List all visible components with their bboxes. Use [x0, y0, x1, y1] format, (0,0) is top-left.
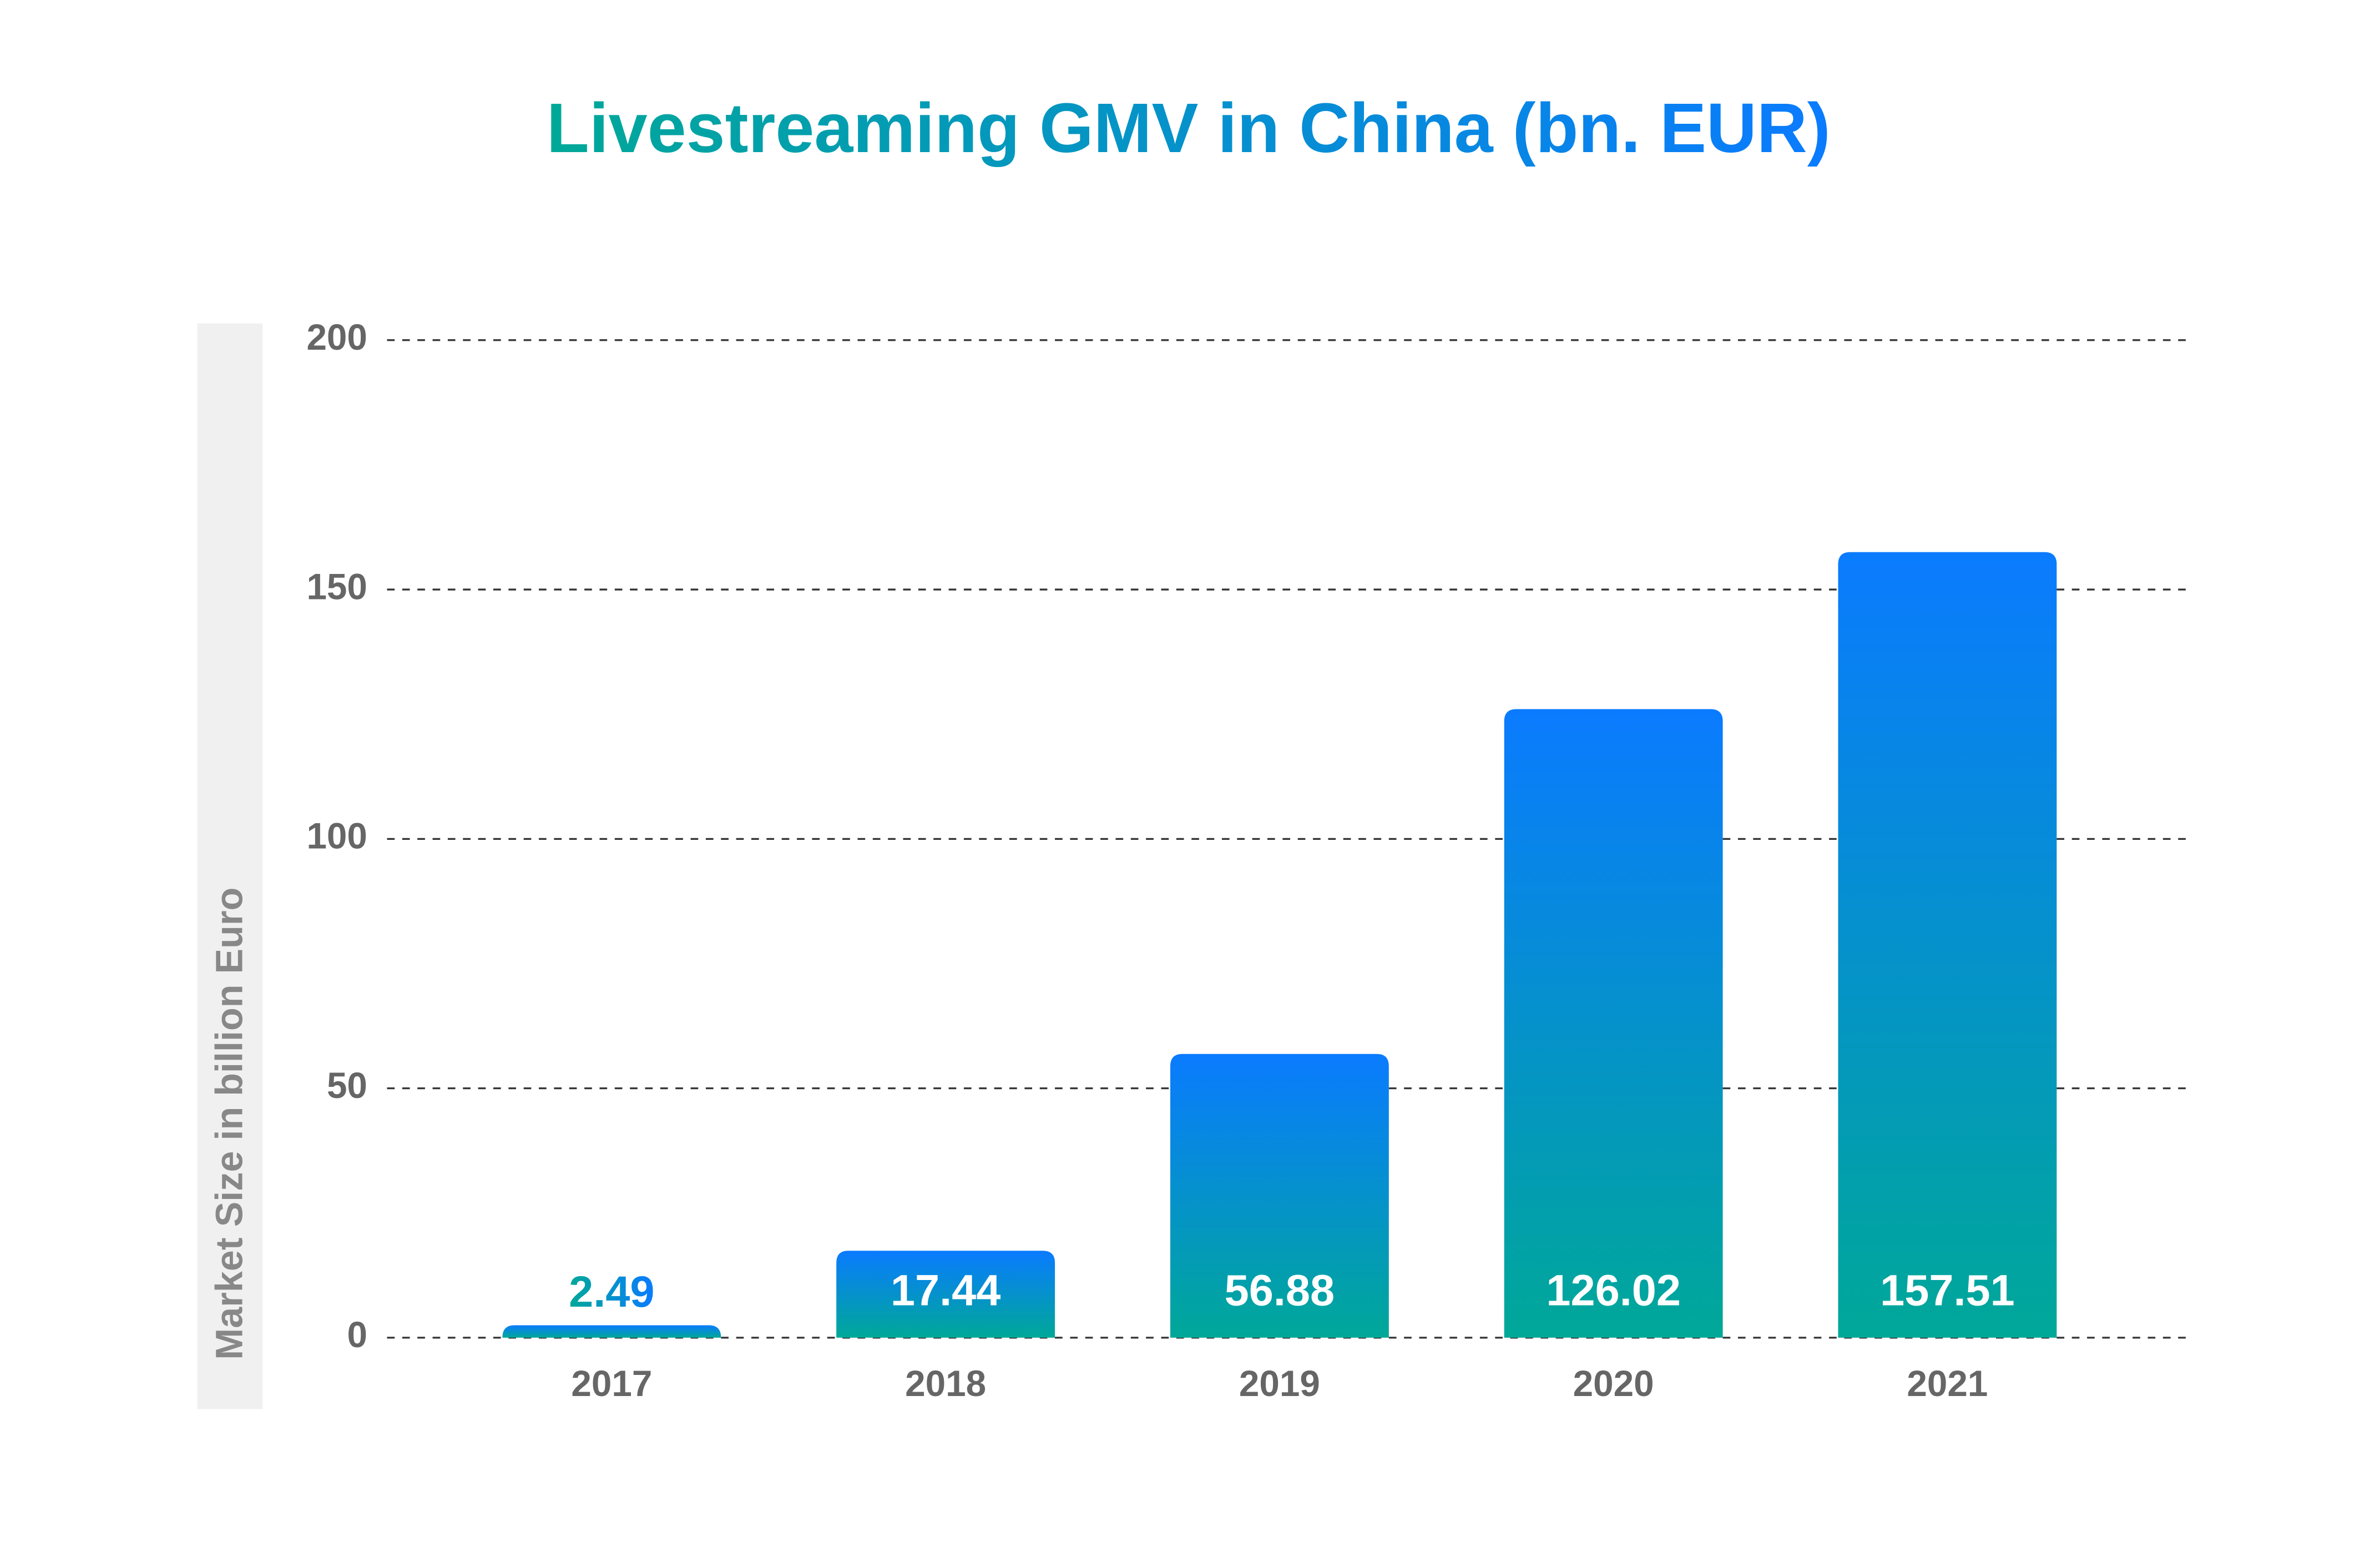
value-label: 17.44 — [891, 1266, 1000, 1315]
x-tick-label: 2020 — [1573, 1363, 1654, 1404]
x-tick-label: 2018 — [905, 1363, 986, 1404]
bar — [836, 1251, 1055, 1338]
x-tick-label: 2017 — [571, 1363, 652, 1404]
y-axis-label: Market Size in billion Euro — [209, 888, 251, 1360]
bar — [1504, 709, 1723, 1338]
bar — [1170, 1054, 1389, 1338]
y-tick-label: 0 — [347, 1314, 367, 1355]
value-label: 56.88 — [1225, 1266, 1335, 1315]
y-tick-label: 200 — [306, 317, 367, 357]
chart-title: Livestreaming GMV in China (bn. EUR) — [547, 89, 1831, 167]
bar — [502, 1325, 721, 1338]
y-tick-label: 100 — [306, 816, 367, 856]
y-tick-label: 150 — [306, 566, 367, 607]
bar — [1838, 552, 2057, 1338]
y-tick-label: 50 — [327, 1065, 367, 1106]
y-label-band — [197, 323, 263, 1409]
x-tick-label: 2021 — [1907, 1363, 1988, 1404]
value-label: 157.51 — [1880, 1266, 2015, 1315]
value-label: 126.02 — [1546, 1266, 1681, 1315]
value-label: 2.49 — [569, 1267, 654, 1316]
x-tick-label: 2019 — [1239, 1363, 1320, 1404]
